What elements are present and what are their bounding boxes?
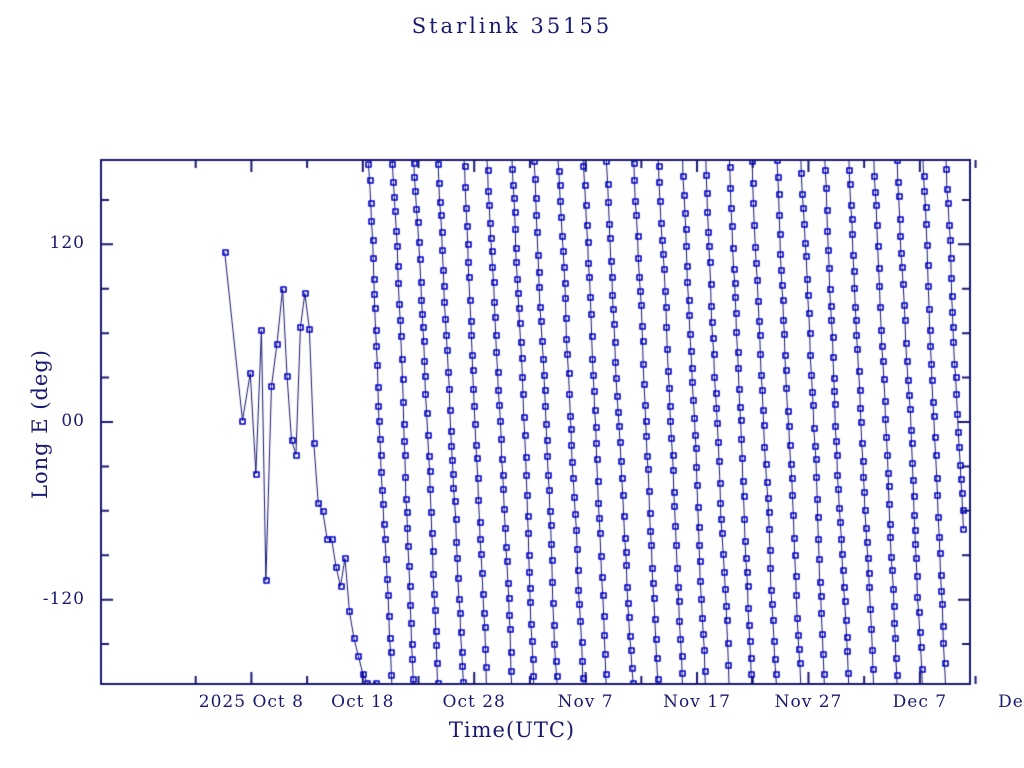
chart-plot-root: Starlink 35155 Time(UTC) Long E (deg) 12… [0,0,1024,768]
longitude-drift-chart-canvas [0,0,1024,768]
